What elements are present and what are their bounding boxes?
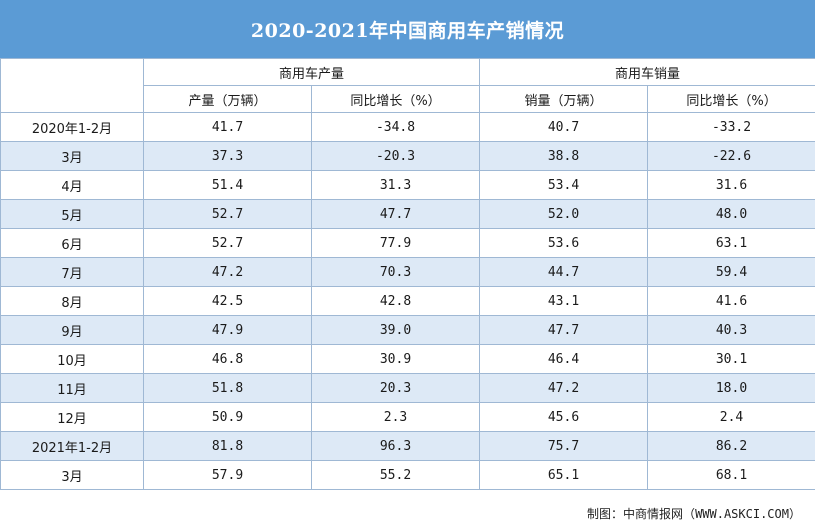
period-cell: 8月 [0, 286, 144, 316]
production-growth-cell: -20.3 [310, 141, 481, 171]
production-growth-cell: 31.3 [310, 170, 481, 200]
source-label: 制图：中商情报网（ [587, 507, 696, 521]
table-row: 5月 52.7 47.7 52.0 48.0 [0, 199, 815, 229]
sales-growth-cell: 31.6 [647, 170, 815, 200]
production-growth-cell: 2.3 [310, 402, 481, 432]
table-row: 8月 42.5 42.8 43.1 41.6 [0, 286, 815, 316]
sales-volume-cell: 45.6 [479, 402, 649, 432]
production-growth-cell: 30.9 [310, 344, 481, 374]
sales-growth-cell: 68.1 [647, 460, 815, 490]
sales-volume-cell: 52.0 [479, 199, 649, 229]
production-growth-cell: 47.7 [310, 199, 481, 229]
period-cell: 12月 [0, 402, 144, 432]
sales-volume-cell: 44.7 [479, 257, 649, 287]
sales-growth-cell: -22.6 [647, 141, 815, 171]
sales-volume-cell: 47.7 [479, 315, 649, 345]
production-volume-cell: 51.4 [143, 170, 312, 200]
table-row: 3月 57.9 55.2 65.1 68.1 [0, 460, 815, 490]
production-volume-cell: 81.8 [143, 431, 312, 461]
production-growth-cell: -34.8 [310, 112, 481, 142]
production-volume-cell: 52.7 [143, 228, 312, 258]
table-row: 2020年1-2月 41.7 -34.8 40.7 -33.2 [0, 112, 815, 142]
column-header-sales-volume: 销量（万辆） [479, 85, 649, 113]
sales-volume-cell: 47.2 [479, 373, 649, 403]
group-header-production: 商用车产量 [142, 58, 481, 86]
period-cell: 11月 [0, 373, 144, 403]
table-title: 2020-2021年中国商用车产销情况 [0, 0, 815, 58]
period-cell: 10月 [0, 344, 144, 374]
table-row: 10月 46.8 30.9 46.4 30.1 [0, 344, 815, 374]
sales-growth-cell: 48.0 [647, 199, 815, 229]
source-footer: 制图：中商情报网（WWW.ASKCI.COM） [587, 505, 801, 522]
table-row: 12月 50.9 2.3 45.6 2.4 [0, 402, 815, 432]
production-volume-cell: 50.9 [143, 402, 312, 432]
table-row: 3月 37.3 -20.3 38.8 -22.6 [0, 141, 815, 171]
sales-volume-cell: 43.1 [479, 286, 649, 316]
sales-volume-cell: 75.7 [479, 431, 649, 461]
column-header-sales-growth: 同比增长（%） [647, 85, 815, 113]
production-volume-cell: 47.9 [143, 315, 312, 345]
production-growth-cell: 55.2 [310, 460, 481, 490]
production-growth-cell: 39.0 [310, 315, 481, 345]
sales-growth-cell: 59.4 [647, 257, 815, 287]
production-growth-cell: 20.3 [310, 373, 481, 403]
table-row: 6月 52.7 77.9 53.6 63.1 [0, 228, 815, 258]
group-header-row: 商用车产量 商用车销量 [0, 58, 815, 113]
period-cell: 5月 [0, 199, 144, 229]
sales-volume-cell: 38.8 [479, 141, 649, 171]
corner-cell [0, 58, 144, 113]
sales-volume-cell: 46.4 [479, 344, 649, 374]
production-volume-cell: 46.8 [143, 344, 312, 374]
sales-growth-cell: 40.3 [647, 315, 815, 345]
column-header-production-volume: 产量（万辆） [143, 85, 312, 113]
period-cell: 7月 [0, 257, 144, 287]
production-growth-cell: 70.3 [310, 257, 481, 287]
sales-growth-cell: 41.6 [647, 286, 815, 316]
column-header-row: 产量（万辆） 同比增长（%） 销量（万辆） 同比增长（%） [1, 85, 815, 113]
column-header-production-growth: 同比增长（%） [310, 85, 481, 113]
table-row: 11月 51.8 20.3 47.2 18.0 [0, 373, 815, 403]
sales-growth-cell: 63.1 [647, 228, 815, 258]
period-cell: 6月 [0, 228, 144, 258]
production-volume-cell: 37.3 [143, 141, 312, 171]
sales-growth-cell: 30.1 [647, 344, 815, 374]
sales-volume-cell: 53.4 [479, 170, 649, 200]
production-volume-cell: 42.5 [143, 286, 312, 316]
table-row: 2021年1-2月 81.8 96.3 75.7 86.2 [0, 431, 815, 461]
sales-volume-cell: 53.6 [479, 228, 649, 258]
sales-growth-cell: -33.2 [647, 112, 815, 142]
production-growth-cell: 42.8 [310, 286, 481, 316]
production-volume-cell: 41.7 [143, 112, 312, 142]
sales-growth-cell: 86.2 [647, 431, 815, 461]
period-cell: 2020年1-2月 [0, 112, 144, 142]
source-url: WWW.ASKCI.COM [695, 507, 789, 521]
production-volume-cell: 57.9 [143, 460, 312, 490]
production-volume-cell: 51.8 [143, 373, 312, 403]
sales-growth-cell: 18.0 [647, 373, 815, 403]
period-cell: 2021年1-2月 [0, 431, 144, 461]
period-cell: 4月 [0, 170, 144, 200]
table-row: 4月 51.4 31.3 53.4 31.6 [0, 170, 815, 200]
source-close: ） [788, 507, 801, 521]
sales-growth-cell: 2.4 [647, 402, 815, 432]
production-growth-cell: 96.3 [310, 431, 481, 461]
production-volume-cell: 47.2 [143, 257, 312, 287]
table-row: 9月 47.9 39.0 47.7 40.3 [0, 315, 815, 345]
period-cell: 3月 [0, 460, 144, 490]
period-cell: 9月 [0, 315, 144, 345]
sales-volume-cell: 40.7 [479, 112, 649, 142]
sales-volume-cell: 65.1 [479, 460, 649, 490]
production-volume-cell: 52.7 [143, 199, 312, 229]
production-growth-cell: 77.9 [310, 228, 481, 258]
data-table: 商用车产量 商用车销量 产量（万辆） 同比增长（%） 销量（万辆） 同比增长（%… [0, 58, 815, 490]
period-cell: 3月 [0, 141, 144, 171]
table-row: 7月 47.2 70.3 44.7 59.4 [0, 257, 815, 287]
group-header-sales: 商用车销量 [479, 58, 815, 86]
